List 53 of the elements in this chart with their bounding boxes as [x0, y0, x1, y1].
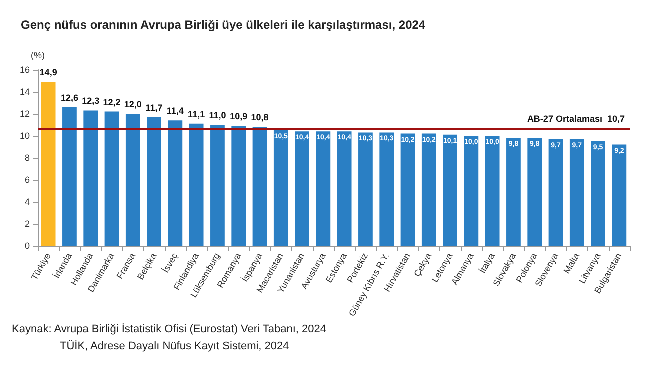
bar: [104, 112, 120, 246]
text: Kaynak: Avrupa Birliği İstatistik Ofisi (Eurostat) Veri Tabanı, 2024: [12, 322, 326, 336]
data-label: 12,6: [60, 92, 78, 103]
bar: [274, 130, 288, 246]
bar: [464, 136, 479, 246]
data-label: 12,3: [82, 96, 100, 106]
bar: [189, 124, 204, 246]
bar: [295, 132, 310, 246]
bar: [147, 117, 162, 246]
y-tick-label: 10: [20, 131, 30, 141]
bar: [126, 114, 140, 246]
y-tick-label: 14: [20, 87, 30, 97]
bar: [232, 126, 246, 246]
y-axis-title: (%): [31, 50, 45, 60]
bar: [380, 132, 394, 246]
bar: [443, 134, 458, 246]
y-tick-label: 0: [24, 241, 30, 251]
bar: [168, 120, 183, 246]
bar: [422, 134, 436, 246]
bar: [528, 138, 542, 246]
chart-title: Genç nüfus oranının Avrupa Birliği üye ülkeleri ile karşılaştırması, 2024: [21, 18, 426, 32]
y-tick-label: 4: [24, 197, 30, 207]
bar: [358, 132, 373, 246]
data-label: 11,7: [146, 102, 163, 113]
data-label: 14,9: [40, 68, 58, 78]
bar: [612, 144, 627, 246]
bar: [548, 139, 564, 246]
y-tick-label: 12: [20, 109, 30, 119]
bar: [316, 132, 331, 246]
data-label: 11,1: [188, 109, 206, 120]
bar: [570, 139, 584, 246]
data-label: 10,9: [230, 112, 248, 122]
data-label: 12,2: [103, 97, 121, 108]
data-label: 11,4: [166, 106, 184, 116]
data-label: 11,0: [209, 110, 226, 120]
data-label: 10,8: [251, 112, 269, 123]
text: TÜİK, Adrese Dayalı Nüfus Kayıt Sistemi, 2024: [60, 340, 290, 352]
bar: [210, 125, 225, 246]
bar: [506, 138, 521, 246]
bar: [41, 82, 56, 246]
bar: [485, 136, 500, 246]
bar: [252, 127, 268, 246]
data-label: 12,0: [124, 100, 142, 110]
bar: [84, 110, 98, 246]
bar: [337, 132, 352, 246]
y-tick-label: 16: [20, 65, 30, 75]
y-tick-label: 6: [24, 175, 30, 185]
y-tick-label: 8: [24, 153, 30, 163]
bar: [400, 134, 416, 246]
y-tick-label: 2: [24, 219, 30, 229]
bar: [591, 142, 606, 246]
ref-line-label: AB-27 Ortalaması 10,7: [527, 114, 625, 124]
bar: [62, 107, 77, 246]
